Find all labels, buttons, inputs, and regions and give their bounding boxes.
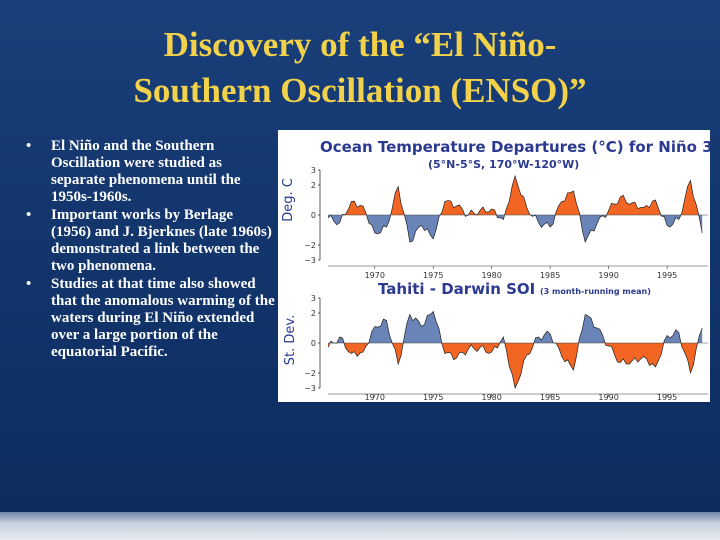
positive-area [477, 207, 497, 215]
y-tick-label: 0 [311, 339, 316, 348]
y-tick-label: 3 [311, 294, 316, 303]
negative-area [328, 343, 331, 348]
slide-bottom-band [0, 512, 720, 540]
positive-area [440, 200, 465, 215]
x-tick-label: 1990 [598, 393, 618, 402]
x-tick-label: 1980 [482, 271, 502, 280]
negative-area [660, 215, 681, 228]
enso-chart-svg: Ocean Temperature Departures (°C) for Ni… [281, 138, 710, 402]
x-tick-label: 1990 [598, 271, 618, 280]
y-tick-label: −2 [304, 241, 316, 250]
bullet-list: • El Niño and the Southern Oscillation we… [26, 138, 276, 362]
negative-area [605, 343, 664, 367]
slide-title: Discovery of the “El Niño- Southern Osci… [40, 22, 680, 114]
negative-area [344, 343, 369, 357]
bullet-text: Studies at that time also showed that th… [51, 276, 275, 360]
negative-area [698, 215, 703, 233]
y-axis-label: St. Dev. [283, 315, 298, 365]
chart-title: Ocean Temperature Departures (°C) for Ni… [320, 138, 710, 156]
y-tick-label: −2 [304, 369, 316, 378]
x-tick-label: 1995 [657, 271, 677, 280]
bullet-text: Important works by Berlage (1956) and J.… [51, 207, 272, 274]
negative-area [441, 343, 500, 360]
y-axis-label: Deg. C [281, 178, 296, 222]
y-tick-label: −3 [304, 256, 316, 265]
series-line [327, 310, 703, 390]
slide-title-line-2: Southern Oscillation (ENSO)” [133, 71, 587, 110]
y-tick-label: 2 [311, 181, 316, 190]
positive-area [390, 186, 405, 215]
positive-area [504, 176, 531, 215]
negative-area [496, 215, 505, 220]
negative-area [366, 215, 391, 234]
positive-area [336, 337, 345, 343]
positive-area [578, 314, 606, 343]
series-line [327, 174, 703, 244]
x-tick-label: 1975 [423, 271, 443, 280]
negative-area [504, 343, 534, 388]
positive-area [534, 331, 556, 343]
y-tick-label: −3 [304, 384, 316, 393]
positive-area [403, 311, 442, 343]
x-tick-label: 1970 [365, 393, 385, 402]
negative-area [530, 215, 556, 228]
negative-area [681, 343, 698, 373]
bullet-dot: • [26, 207, 32, 223]
slide-title-line-1: Discovery of the “El Niño- [163, 25, 557, 64]
positive-area [681, 180, 699, 215]
y-tick-label: 0 [311, 211, 316, 220]
x-tick-label: 1970 [365, 271, 385, 280]
x-tick-label: 1980 [482, 393, 502, 402]
negative-area [556, 343, 579, 370]
x-tick-label: 1975 [423, 393, 443, 402]
bullet-dot: • [26, 276, 32, 292]
chart-subtitle: (5°N-5°S, 170°W-120°W) [428, 158, 579, 171]
y-tick-label: 2 [311, 309, 316, 318]
bullet-item: • Studies at that time also showed that t… [26, 276, 276, 361]
negative-area [579, 215, 607, 242]
positive-area [368, 319, 393, 343]
positive-area [342, 201, 367, 215]
enso-figure: Ocean Temperature Departures (°C) for Ni… [278, 130, 710, 402]
bullet-text: El Niño and the Southern Oscillation wer… [51, 138, 241, 205]
negative-area [404, 215, 441, 242]
bullet-dot: • [26, 138, 32, 154]
negative-area [328, 215, 343, 225]
x-tick-label: 1985 [540, 393, 560, 402]
positive-area [555, 191, 580, 215]
y-tick-label: 3 [311, 166, 316, 175]
x-tick-label: 1985 [540, 271, 560, 280]
positive-area [606, 195, 661, 215]
chart-subtitle: (3 month-running mean) [540, 287, 651, 296]
bullet-item: • El Niño and the Southern Oscillation we… [26, 138, 276, 206]
chart-title: Tahiti - Darwin SOI [378, 280, 535, 298]
x-tick-label: 1995 [657, 393, 677, 402]
bullet-item: • Important works by Berlage (1956) and J… [26, 207, 276, 275]
